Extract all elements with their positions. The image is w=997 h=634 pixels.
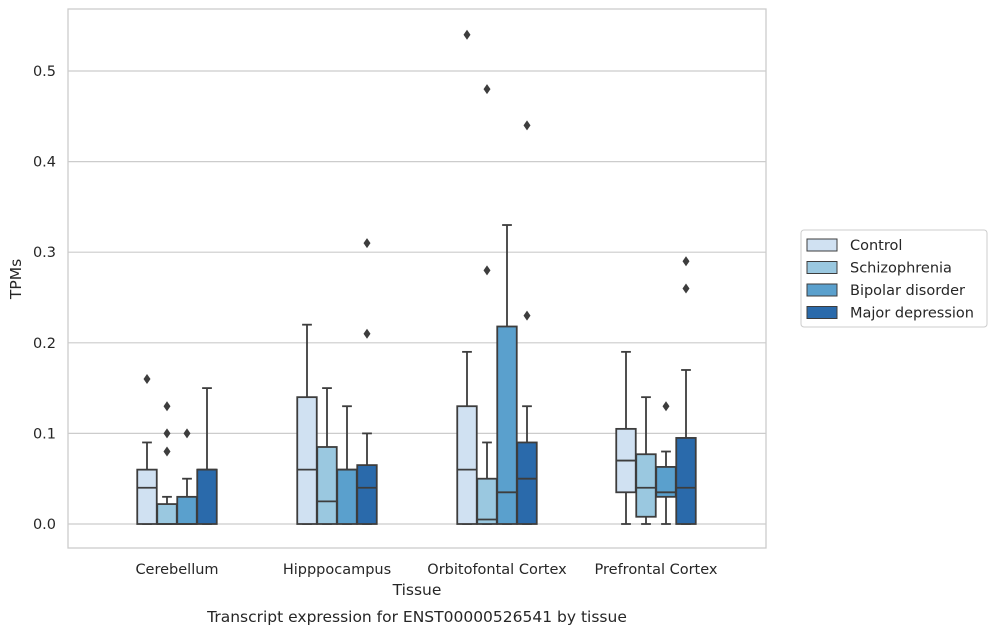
box-iqr: [456, 405, 478, 525]
box-control: [136, 374, 158, 525]
box-bipolar-disorder: [176, 428, 198, 525]
box-schizophrenia: [476, 84, 498, 525]
legend-swatch: [806, 283, 838, 297]
outlier-point: [163, 428, 171, 439]
box-iqr: [635, 453, 657, 518]
box-bipolar-disorder: [336, 405, 358, 525]
figure-caption: Transcript expression for ENST0000052654…: [206, 608, 627, 626]
outlier-point: [163, 446, 171, 457]
outlier-point: [483, 265, 491, 276]
y-tick-label: 0.3: [33, 245, 56, 261]
box-iqr: [196, 468, 218, 525]
y-tick-label: 0.1: [33, 426, 56, 442]
plot-frame: [67, 8, 767, 549]
box-schizophrenia: [316, 387, 338, 525]
outlier-point: [483, 84, 491, 95]
box-major-depression: [675, 256, 697, 525]
outlier-point: [523, 120, 531, 131]
box-iqr: [516, 441, 538, 525]
y-tick-label: 0.2: [33, 336, 56, 352]
box-iqr: [136, 468, 158, 525]
outlier-point: [662, 401, 670, 412]
outlier-point: [363, 328, 371, 339]
outlier-point: [143, 374, 151, 385]
outlier-point: [183, 428, 191, 439]
outlier-point: [463, 29, 471, 40]
x-tick-label: Hipppocampus: [283, 562, 391, 578]
legend-label: Major depression: [850, 306, 974, 322]
legend-frame: [800, 229, 988, 328]
box-major-depression: [356, 238, 378, 525]
box-schizophrenia: [156, 401, 178, 525]
x-tick-label: Orbitofontal Cortex: [427, 562, 567, 578]
gridlines: [68, 70, 766, 525]
box-iqr: [336, 468, 358, 525]
outlier-point: [363, 238, 371, 249]
legend-label: Schizophrenia: [850, 261, 952, 277]
box-iqr: [156, 503, 178, 525]
legend-swatch: [806, 261, 838, 274]
x-tick-label: Cerebellum: [135, 562, 218, 578]
box-iqr: [316, 446, 338, 525]
y-tick-label: 0.0: [33, 517, 56, 533]
box-major-depression: [516, 120, 538, 525]
outlier-point: [682, 256, 690, 267]
boxes: [136, 29, 697, 525]
box-iqr: [496, 325, 518, 525]
box-iqr: [476, 477, 498, 525]
outlier-point: [523, 310, 531, 321]
outlier-point: [163, 401, 171, 412]
box-iqr: [176, 495, 198, 525]
y-tick-label: 0.4: [33, 155, 56, 171]
box-bipolar-disorder: [655, 401, 677, 525]
box-control: [296, 323, 318, 525]
y-tick-labels: 0.0 0.1 0.2 0.3 0.4 0.5: [33, 64, 56, 533]
legend-label: Bipolar disorder: [850, 283, 965, 299]
legend-label: Control: [850, 238, 902, 254]
box-control: [456, 29, 478, 525]
legend: Control Schizophrenia Bipolar disorder Majo…: [800, 229, 988, 328]
legend-swatch: [806, 306, 838, 319]
x-axis-title: Tissue: [392, 581, 442, 599]
box-schizophrenia: [635, 396, 657, 525]
y-axis-title: TPMs: [7, 259, 25, 300]
box-bipolar-disorder: [496, 224, 518, 525]
legend-swatch: [806, 238, 838, 252]
box-iqr: [356, 464, 378, 525]
y-tick-label: 0.5: [33, 64, 56, 80]
box-control: [615, 350, 637, 525]
box-iqr: [296, 396, 318, 525]
box-major-depression: [196, 387, 218, 525]
outlier-point: [682, 283, 690, 294]
x-tick-labels: Cerebellum Hipppocampus Orbitofontal Corte…: [135, 562, 717, 578]
box-iqr: [675, 437, 697, 525]
x-tick-label: Prefrontal Cortex: [595, 562, 718, 578]
